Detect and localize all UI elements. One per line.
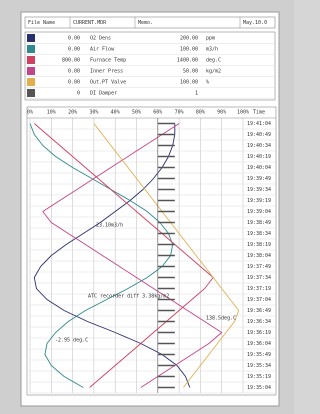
time: 19:35:04 [247,385,271,391]
channel-high: 50.00 [183,69,198,75]
channel-swatch [27,34,35,42]
channel-low: 800.00 [62,58,80,64]
channel-unit: m3/h [206,47,218,53]
time: 19:37:19 [247,286,271,292]
channel-unit: % [206,80,209,86]
channel-high: 1 [195,91,198,97]
time: 19:39:34 [247,187,271,193]
time: 19:41:04 [247,121,271,127]
channel-low: 0.00 [68,69,80,75]
chart-box [27,107,276,395]
scale-label: 100% [237,110,249,116]
scale-label: 20% [68,110,77,116]
channel-swatch [27,56,35,64]
time: 19:36:49 [247,308,271,314]
channel-swatch [27,89,35,97]
channel-high: 100.00 [180,47,198,53]
channel-unit: ppm [206,36,215,42]
time: 19:36:19 [247,330,271,336]
time: 19:40:19 [247,154,271,160]
time: 19:35:49 [247,352,271,358]
scale-label: 80% [196,110,205,116]
channel-name: Out.PT Valve [90,80,126,86]
channel-unit: deg.C [206,58,221,64]
time: 19:40:49 [247,132,271,138]
time: 19:39:49 [247,176,271,182]
channel-high: 100.00 [180,80,198,86]
annotation: -2.95 deg.C [55,338,88,344]
channel-name: O2 Dens [90,36,111,42]
annotation: 138.5deg.C [206,316,236,322]
time: 19:39:19 [247,198,271,204]
memo-label: Memo. [138,20,153,26]
channel-swatch [27,78,35,86]
scale-label: 10% [47,110,56,116]
time: 19:40:34 [247,143,271,149]
scale-label: 0% [27,110,33,116]
scale-label: 40% [111,110,120,116]
channel-high: 200.00 [180,36,198,42]
channel-unit: kg/m2 [206,69,221,75]
annotation: 23.10m3/h [96,223,123,229]
annotation: ATC recorder diff 3.38kg/m2 [88,294,169,300]
page: File Name CURRENT.MDR Memo. May.10.0 0% 1… [0,0,294,414]
scale-label: 70% [175,110,184,116]
channel-name: Air Flow [90,47,115,53]
channel-name: DI Damper [90,91,117,97]
file-label: File Name [28,20,55,26]
channel-low: 0 [77,91,80,97]
channel-name: Inner Press [90,69,123,75]
channel-swatch [27,45,35,53]
time: 19:38:34 [247,231,271,237]
time: 19:36:34 [247,319,271,325]
time: 19:37:34 [247,275,271,281]
file-name: CURRENT.MDR [73,20,107,26]
time: 19:36:04 [247,341,271,347]
screen: File Name CURRENT.MDR Memo. May.10.0 0% 1… [0,0,294,414]
scale-label: 30% [89,110,98,116]
channel-box [25,32,275,100]
time: 19:35:34 [247,363,271,369]
time: 19:38:19 [247,242,271,248]
date: May.10.0 [243,20,267,26]
scale-label: 60% [153,110,162,116]
channel-name: Furnace Temp [90,58,126,64]
time: 19:38:04 [247,253,271,259]
time: 19:40:04 [247,165,271,171]
channel-high: 1400.00 [177,58,198,64]
time: 19:38:49 [247,220,271,226]
time: 19:37:49 [247,264,271,270]
channel-swatch [27,67,35,75]
channel-low: 0.00 [68,80,80,86]
channel-low: 0.00 [68,36,80,42]
scale-label: 90% [217,110,226,116]
channel-low: 0.00 [68,47,80,53]
time: 19:39:04 [247,209,271,215]
time: 19:37:04 [247,297,271,303]
time-label: Time [253,110,265,116]
scale-label: 50% [132,110,141,116]
time: 19:35:19 [247,374,271,380]
